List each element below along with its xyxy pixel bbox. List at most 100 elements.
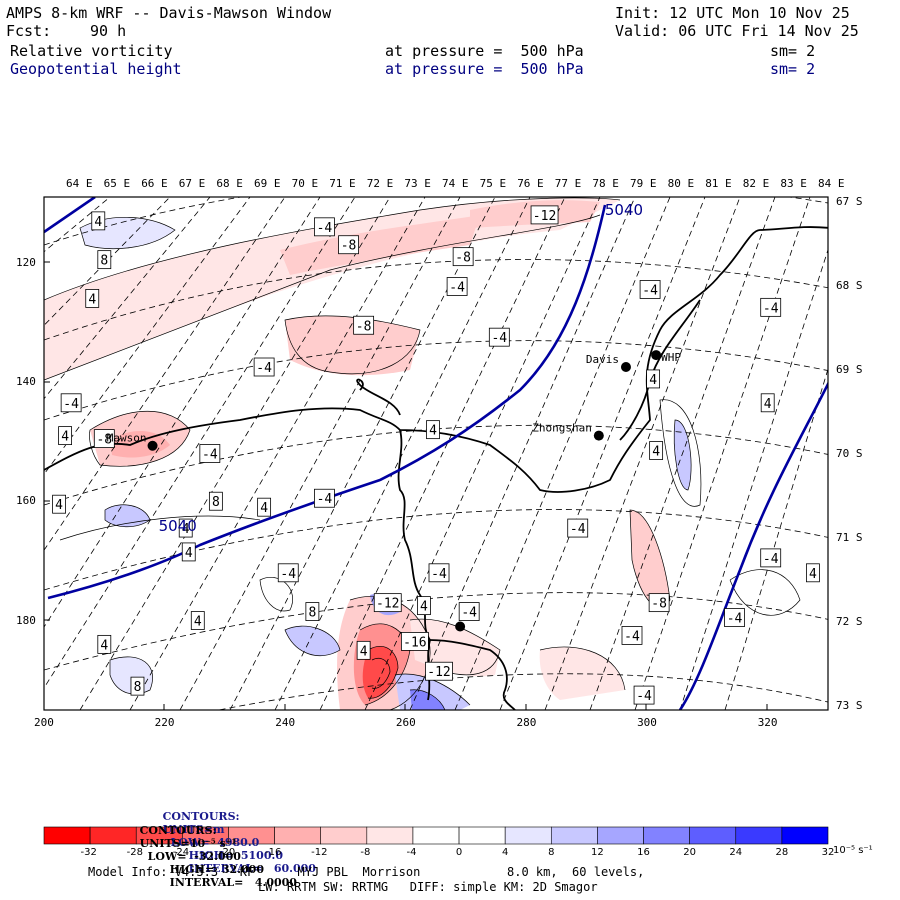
station-label: WHP [661,351,681,364]
svg-text:8: 8 [308,606,316,621]
svg-text:-4: -4 [636,689,652,704]
svg-text:4: 4 [429,424,437,439]
x-tick-label: 260 [395,716,416,729]
height-contour-label: 5040 [605,201,643,219]
contour-high: HIGH= 32.000 [169,863,264,876]
x-tick-label: 200 [34,716,54,729]
svg-text:4: 4 [764,397,772,412]
vorticity-contour-label: -4 [567,518,589,538]
colorbar-segment [366,826,414,845]
svg-text:-12: -12 [427,665,450,680]
svg-text:-4: -4 [763,301,779,316]
colorbar-segment [550,826,598,845]
svg-text:-4: -4 [727,612,743,627]
longitude-label: 76 E [517,177,544,190]
longitude-label: 83 E [780,177,807,190]
contour-info-height: CONTOURS: UNITS=m LOW= 4980.0 HIGH= 5100… [155,797,316,875]
station-marker [620,362,631,373]
colorbar-tick-label: 8 [548,847,555,858]
contour-high: HIGH= 5100.0 [188,849,283,862]
shade-neg-center [285,315,420,376]
plot-frame [43,196,829,711]
svg-text:-4: -4 [491,331,507,346]
svg-text:4: 4 [61,430,69,445]
svg-text:4: 4 [55,498,63,513]
svg-text:-4: -4 [570,522,586,537]
vorticity-contour-label: -4 [724,608,745,627]
svg-text:-4: -4 [317,221,333,236]
contour-units: 10⁻⁵ s⁻¹ [189,837,237,850]
vorticity-contour-label: -4 [199,444,221,463]
colorbar-tick-label: 28 [775,847,789,858]
vorticity-contour-label: -8 [93,429,115,448]
colorbar-segment [735,826,783,845]
x-tick-label: 220 [154,716,175,729]
longitude-label: 69 E [254,177,281,190]
vorticity-contour-label: 4 [760,393,775,413]
vorticity-contour-label: -8 [338,235,359,255]
longitude-label: 84 E [818,177,845,190]
latitude-label: 70 S [836,447,863,460]
model-physics: LW: RRTM SW: RRTMG DIFF: simple KM: 2D S… [258,880,598,894]
svg-text:-8: -8 [651,597,667,612]
colorbar-tick-label: -8 [360,847,371,858]
y-tick-label: 160 [16,494,36,508]
svg-text:-4: -4 [642,283,658,298]
vorticity-contour-label: -16 [400,632,429,651]
latitude-label: 72 S [836,615,863,628]
svg-text:-4: -4 [461,606,477,621]
colorbar [43,826,829,845]
vorticity-contour-label: 4 [190,611,205,630]
station-marker [593,430,604,441]
vorticity-contour-label: -4 [760,548,782,568]
station-label: Mawson [107,432,147,445]
station-marker [651,350,662,361]
longitude-label: 74 E [442,177,469,190]
colorbar-tick-label: 24 [729,847,743,858]
svg-text:4: 4 [194,615,202,630]
vorticity-contour-label: 4 [806,563,820,583]
colorbar-segment [43,826,91,845]
vorticity-contour-label: -4 [314,217,335,237]
svg-text:-4: -4 [763,552,779,567]
valid-time: Valid: 06 UTC Fri 14 Nov 25 [615,22,859,40]
model-info: Model Info: V4.3.3 KF MYJ PBL Morrison 8… [88,865,645,879]
svg-text:4: 4 [649,373,657,388]
vorticity-contours [44,197,801,710]
svg-text:-12: -12 [376,597,399,612]
colorbar-segment [597,826,644,845]
svg-text:4: 4 [260,501,268,516]
longitude-label: 80 E [667,177,695,190]
vorticity-contour-label: -8 [452,247,474,267]
colorbar-segment [89,826,137,845]
svg-text:8: 8 [134,680,142,695]
vorticity-contour-label: 8 [305,602,320,621]
field1-smoothing: sm= 2 [770,42,816,60]
latitude-label: 73 S [836,699,863,712]
vorticity-contour-label: -12 [425,661,453,681]
longitude-label: 66 E [141,177,168,190]
svg-text:8: 8 [212,495,220,510]
vorticity-contour-label: -4 [458,602,480,621]
svg-text:8: 8 [100,254,108,269]
y-tick-label: 120 [16,255,36,269]
vorticity-contour-label: 4 [52,494,66,514]
colorbar-tick-label: 32 [821,847,835,858]
shade-neg-front-core [362,646,398,699]
forecast-hour: 90 h [90,22,127,40]
contour-label: CONTOURS: [162,810,240,823]
longitude-label: 70 E [291,177,319,190]
svg-text:4: 4 [809,567,817,582]
colorbar-tick-label: 20 [683,847,696,858]
colorbar-segment [689,826,737,845]
height-label-layer: 5040 5040 [159,201,643,535]
longitude-label: 72 E [366,177,394,190]
svg-text:-4: -4 [431,567,447,582]
vorticity-contour-label: -8 [353,315,375,335]
latitude-label: 68 S [836,279,863,292]
svg-text:-16: -16 [403,635,426,650]
colorbar-tick-label: 4 [501,847,509,858]
colorbar-tick-label: -32 [80,847,97,858]
field1-level: at pressure = 500 hPa [385,42,584,60]
svg-text:-8: -8 [455,251,471,266]
